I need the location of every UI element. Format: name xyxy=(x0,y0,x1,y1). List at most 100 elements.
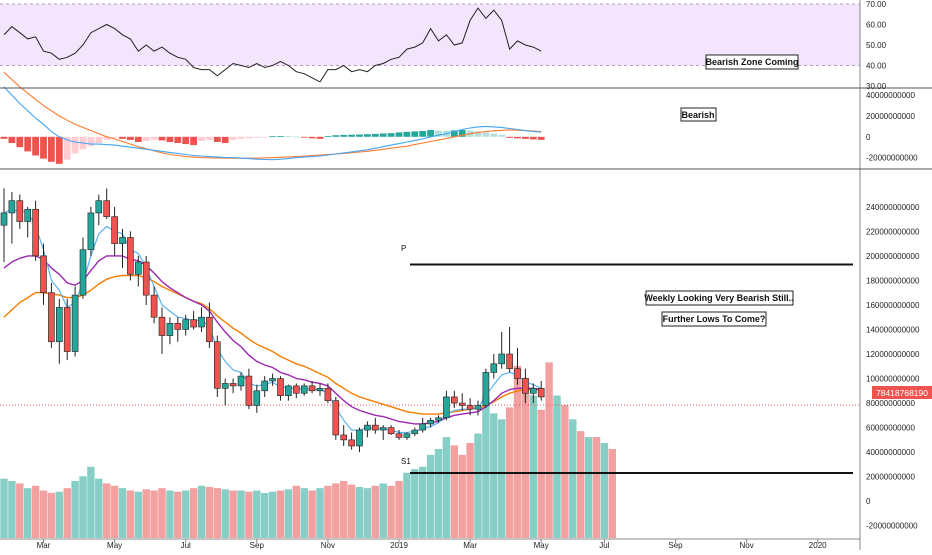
candle-body xyxy=(71,294,79,352)
macd-histogram-bar xyxy=(166,136,174,142)
macd-histogram-bar xyxy=(158,136,166,141)
macd-y-tick: 20000000000 xyxy=(866,112,915,121)
macd-histogram-bar xyxy=(332,135,340,137)
volume-bar xyxy=(521,377,530,538)
volume-bar xyxy=(474,433,482,538)
candle-body xyxy=(340,434,348,441)
candle-body xyxy=(490,363,498,373)
volume-bar xyxy=(126,490,135,538)
macd-histogram-bar xyxy=(482,132,490,137)
candle-body xyxy=(316,388,324,392)
macd-histogram-bar xyxy=(411,131,419,137)
macd-histogram-bar xyxy=(95,136,103,144)
macd-pane xyxy=(0,71,545,164)
macd-histogram-bar xyxy=(506,136,513,138)
candle-body xyxy=(127,237,134,275)
macd-histogram-bar xyxy=(348,134,355,137)
volume-bar xyxy=(166,490,174,538)
main-note-2-box[interactable]: Further Lows To Come? xyxy=(661,311,767,327)
candle-body xyxy=(8,200,16,214)
candle-body xyxy=(403,433,411,438)
volume-bar xyxy=(498,419,506,538)
candle-body xyxy=(474,405,482,410)
candle-body xyxy=(48,292,55,343)
volume-bar xyxy=(569,419,577,538)
candle-body xyxy=(506,353,513,370)
macd-histogram-bar xyxy=(316,136,324,139)
volume-bar xyxy=(529,395,537,538)
volume-bar xyxy=(103,483,111,538)
x-tick-label: Jul xyxy=(181,541,191,550)
candle-body xyxy=(300,385,308,394)
macd-histogram-bar xyxy=(395,132,403,137)
main-note-1-box[interactable]: Weekly Looking Very Bearish Still.. xyxy=(644,290,794,306)
volume-bar xyxy=(63,488,71,538)
candle-body xyxy=(16,200,24,222)
macd-note-box[interactable]: Bearish xyxy=(680,107,717,122)
candle-body xyxy=(269,378,276,382)
candle-body xyxy=(419,423,427,431)
macd-histogram-bar xyxy=(403,131,411,137)
volume-bar xyxy=(561,405,569,538)
volume-bar xyxy=(426,454,435,538)
macd-histogram-bar xyxy=(261,136,269,138)
candle-body xyxy=(450,396,458,404)
volume-bar xyxy=(292,485,300,538)
volume-bar xyxy=(545,362,553,538)
price-y-tick: 100000000000 xyxy=(866,375,920,384)
volume-bar xyxy=(229,490,237,538)
macd-histogram-bar xyxy=(119,136,126,139)
volume-bar xyxy=(110,485,119,538)
candle-body xyxy=(522,378,529,394)
price-y-tick: 160000000000 xyxy=(866,301,920,310)
volume-bar xyxy=(419,466,427,538)
volume-bar xyxy=(395,481,403,538)
candle-body xyxy=(261,380,269,392)
macd-histogram-bar xyxy=(340,134,348,137)
macd-histogram-bar xyxy=(198,136,205,141)
macd-histogram-bar xyxy=(371,133,379,137)
ema-slow-line xyxy=(3,274,542,415)
macd-histogram-bar xyxy=(427,130,434,137)
candle-body xyxy=(482,372,490,406)
candle-body xyxy=(379,427,387,431)
rsi-note: Bearish Zone Coming xyxy=(705,57,798,67)
rsi-y-tick: 60.00 xyxy=(866,21,887,30)
candle-body xyxy=(214,341,221,389)
price-y-tick: 60000000000 xyxy=(866,424,915,433)
volume-bar xyxy=(608,448,616,538)
volume-bar xyxy=(39,490,48,538)
price-y-tick: 140000000000 xyxy=(866,325,920,334)
rsi-note-box[interactable]: Bearish Zone Coming xyxy=(705,54,799,70)
price-y-tick: 240000000000 xyxy=(866,203,920,212)
candle-body xyxy=(142,261,150,296)
volume-bar xyxy=(213,488,221,538)
candle-body xyxy=(182,319,189,330)
macd-histogram-bar xyxy=(269,136,276,138)
volume-bar xyxy=(284,489,293,538)
macd-histogram-bar xyxy=(356,134,363,137)
candle-body xyxy=(87,212,95,251)
macd-histogram-bar xyxy=(490,133,498,137)
volume-bar xyxy=(197,485,206,538)
macd-line xyxy=(3,86,542,161)
macd-histogram-bar xyxy=(435,130,442,137)
candle-body xyxy=(190,319,197,328)
volume-bar xyxy=(340,481,348,538)
candle-body xyxy=(174,323,182,330)
price-y-tick: 200000000000 xyxy=(866,252,920,261)
support-label: S1 xyxy=(401,457,411,466)
volume-bar xyxy=(237,490,245,538)
volume-bar xyxy=(118,488,127,538)
macd-histogram-bar xyxy=(522,136,529,139)
volume-bar xyxy=(300,488,308,538)
macd-histogram-bar xyxy=(134,136,142,142)
macd-histogram-bar xyxy=(324,135,332,137)
volume-bar xyxy=(205,486,214,538)
volume-bar xyxy=(434,448,443,538)
candle-body xyxy=(55,307,63,343)
volume-bar xyxy=(458,454,466,538)
macd-note: Bearish xyxy=(681,110,714,120)
